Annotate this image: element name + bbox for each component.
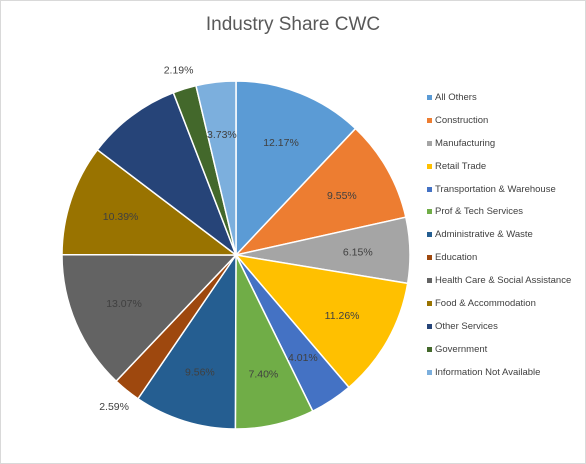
legend-label: Administrative & Waste xyxy=(435,229,533,241)
data-label-all-others: 12.17% xyxy=(263,137,299,149)
data-label-health-care-and-social-assistance: 13.07% xyxy=(106,298,142,310)
legend-item-prof-and-tech-services: Prof & Tech Services xyxy=(427,205,585,228)
legend-label: Other Services xyxy=(435,320,498,332)
legend-item-food-and-accommodation: Food & Accommodation xyxy=(427,297,585,320)
data-label-construction: 9.55% xyxy=(327,190,357,202)
legend-label: Construction xyxy=(435,114,489,126)
pie-slice-all-others xyxy=(235,80,357,257)
legend-label: Food & Accommodation xyxy=(435,298,536,310)
data-label-education: 2.59% xyxy=(99,401,129,413)
legend-item-information-not-available: Information Not Available xyxy=(427,366,585,389)
pie-slice-administrative-and-waste xyxy=(136,252,237,430)
legend-swatch xyxy=(427,140,432,146)
legend-swatch xyxy=(427,323,432,329)
legend-swatch xyxy=(427,301,432,307)
pie-slice-retail-trade xyxy=(234,253,409,389)
legend-item-health-care-and-social-assistance: Health Care & Social Assistance xyxy=(427,274,585,297)
legend-label: Transportation & Warehouse xyxy=(435,183,556,195)
pie-slice-construction xyxy=(233,127,407,257)
legend-label: Prof & Tech Services xyxy=(435,206,524,218)
chart-legend: All Others Construction Manufacturing Retai… xyxy=(427,91,585,389)
data-label-prof-and-tech-services: 7.40% xyxy=(249,369,279,381)
data-label-government: 2.19% xyxy=(164,65,194,77)
legend-item-all-others: All Others xyxy=(427,91,585,114)
legend-item-construction: Construction xyxy=(427,114,585,137)
data-label-retail-trade: 11.26% xyxy=(325,310,360,322)
chart-title: Industry Share CWC xyxy=(205,14,381,35)
legend-item-education: Education xyxy=(427,251,585,274)
data-label-manufacturing: 6.15% xyxy=(343,247,373,259)
legend-item-retail-trade: Retail Trade xyxy=(427,160,585,183)
legend-label: Information Not Available xyxy=(435,366,541,378)
legend-item-administrative-and-waste: Administrative & Waste xyxy=(427,228,585,251)
legend-swatch xyxy=(427,186,432,192)
data-label-transportation-and-warehouse: 4.01% xyxy=(288,352,318,364)
legend-label: Manufacturing xyxy=(435,137,496,149)
pie-slice-information-not-available xyxy=(195,80,237,256)
legend-swatch xyxy=(427,209,432,215)
data-label-administrative-and-waste: 9.56% xyxy=(185,366,215,378)
legend-swatch xyxy=(427,117,432,123)
legend-swatch xyxy=(427,346,432,352)
legend-item-manufacturing: Manufacturing xyxy=(427,137,585,160)
data-label-food-and-accommodation: 10.39% xyxy=(103,211,139,223)
legend-item-transportation-and-warehouse: Transportation & Warehouse xyxy=(427,183,585,206)
legend-label: Retail Trade xyxy=(435,160,487,172)
legend-label: Education xyxy=(435,252,478,264)
legend-label: Government xyxy=(435,343,488,355)
pie-slice-other-services xyxy=(96,91,238,258)
legend-label: All Others xyxy=(435,92,477,103)
pie-slice-health-care-and-social-assistance xyxy=(61,253,238,383)
pie-slice-food-and-accommodation xyxy=(61,148,239,256)
data-label-information-not-available: 3.73% xyxy=(207,129,237,141)
legend-item-government: Government xyxy=(427,343,585,366)
legend-label: Health Care & Social Assistance xyxy=(435,275,572,287)
legend-swatch xyxy=(427,255,432,261)
legend-swatch xyxy=(427,95,432,100)
legend-item-other-services: Other Services xyxy=(427,320,585,343)
legend-swatch xyxy=(427,163,432,169)
legend-swatch xyxy=(427,369,432,375)
legend-swatch xyxy=(427,278,432,284)
legend-swatch xyxy=(427,232,432,238)
